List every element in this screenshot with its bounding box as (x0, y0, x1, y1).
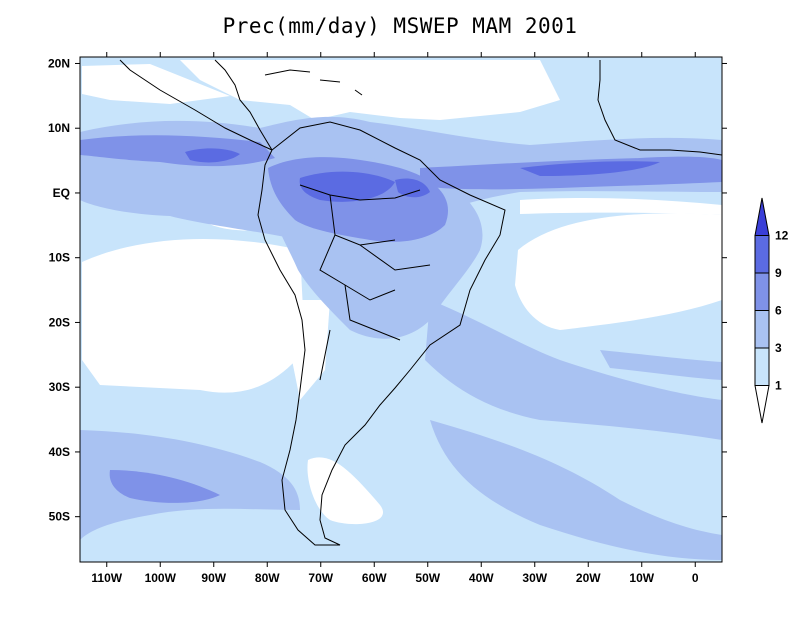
colorbar-segment (754, 235, 770, 274)
dry-area-atlantic-strip (520, 197, 722, 215)
lon-tick-label: 110W (91, 571, 122, 585)
lon-tick-label: 30W (522, 571, 547, 585)
dry-area-southeast-pacific (82, 238, 305, 393)
lon-tick-label: 70W (308, 571, 333, 585)
lat-tick-label: EQ (53, 186, 70, 200)
lon-tick-label: 20W (576, 571, 601, 585)
coastlines (119, 59, 722, 546)
latitude-axis: 20N 10N EQ 10S 20S 30S 40S 50S (48, 56, 727, 524)
colorbar-label: 6 (775, 304, 782, 318)
lat-tick-label: 10N (48, 121, 70, 135)
colorbar-bottom-arrow (754, 385, 770, 424)
lon-tick-label: 40W (469, 571, 494, 585)
dry-area-caribbean (180, 60, 560, 120)
lat-tick-label: 50S (49, 510, 70, 524)
lat-tick-label: 30S (49, 380, 70, 394)
lat-tick-label: 40S (49, 445, 70, 459)
coastline-central-america-east (214, 59, 273, 151)
coastline-south-america (257, 121, 506, 546)
coastline-caribbean-islands (264, 69, 363, 96)
colorbar-segment (754, 310, 770, 349)
colorbar-label: 9 (775, 266, 782, 280)
colorbar-label: 3 (775, 341, 782, 355)
colorbar-label: 1 (775, 379, 782, 393)
colorbar-label: 12 (775, 229, 789, 243)
colorbar-top-arrow (754, 197, 770, 236)
map-frame (79, 56, 723, 563)
dry-area-south-atlantic (515, 213, 722, 330)
coastline-central-america (119, 59, 273, 151)
lon-tick-label: 100W (145, 571, 177, 585)
precipitation-field (80, 57, 722, 562)
band-sacz-3-6 (425, 300, 722, 440)
lon-tick-label: 10W (629, 571, 654, 585)
lon-tick-label: 80W (255, 571, 280, 585)
lat-tick-label: 20S (49, 315, 70, 329)
colorbar-segment (754, 347, 770, 386)
dry-area-east-pacific-north (82, 64, 230, 104)
band-guianas-9-12 (395, 178, 430, 198)
band-atlantic-9-12 (520, 161, 660, 176)
dry-area-patagonia (307, 457, 384, 525)
borders-south-america (299, 184, 431, 381)
map-title: Prec(mm/day) MSWEP MAM 2001 (222, 14, 578, 38)
lat-tick-label: 20N (48, 56, 70, 70)
band-storm-track-6-9 (109, 470, 220, 503)
lon-tick-label: 60W (362, 571, 387, 585)
band-central-atlantic-3-6 (600, 350, 722, 380)
band-south-atlantic-3-6 (430, 420, 722, 560)
colorbar: 12 9 6 3 1 (754, 197, 789, 424)
band-amazon-9-12 (299, 171, 395, 202)
longitude-axis: 110W 100W 90W 80W 70W 60W 50W 40W 30W 20W 10W 0 (91, 52, 699, 585)
lon-tick-label: 0 (692, 571, 699, 585)
lon-tick-label: 90W (201, 571, 226, 585)
lat-tick-label: 10S (49, 251, 70, 265)
band-itcz-9-12 (185, 148, 240, 163)
colorbar-segment (754, 272, 770, 311)
lon-tick-label: 50W (415, 571, 440, 585)
coastline-africa (597, 60, 722, 156)
